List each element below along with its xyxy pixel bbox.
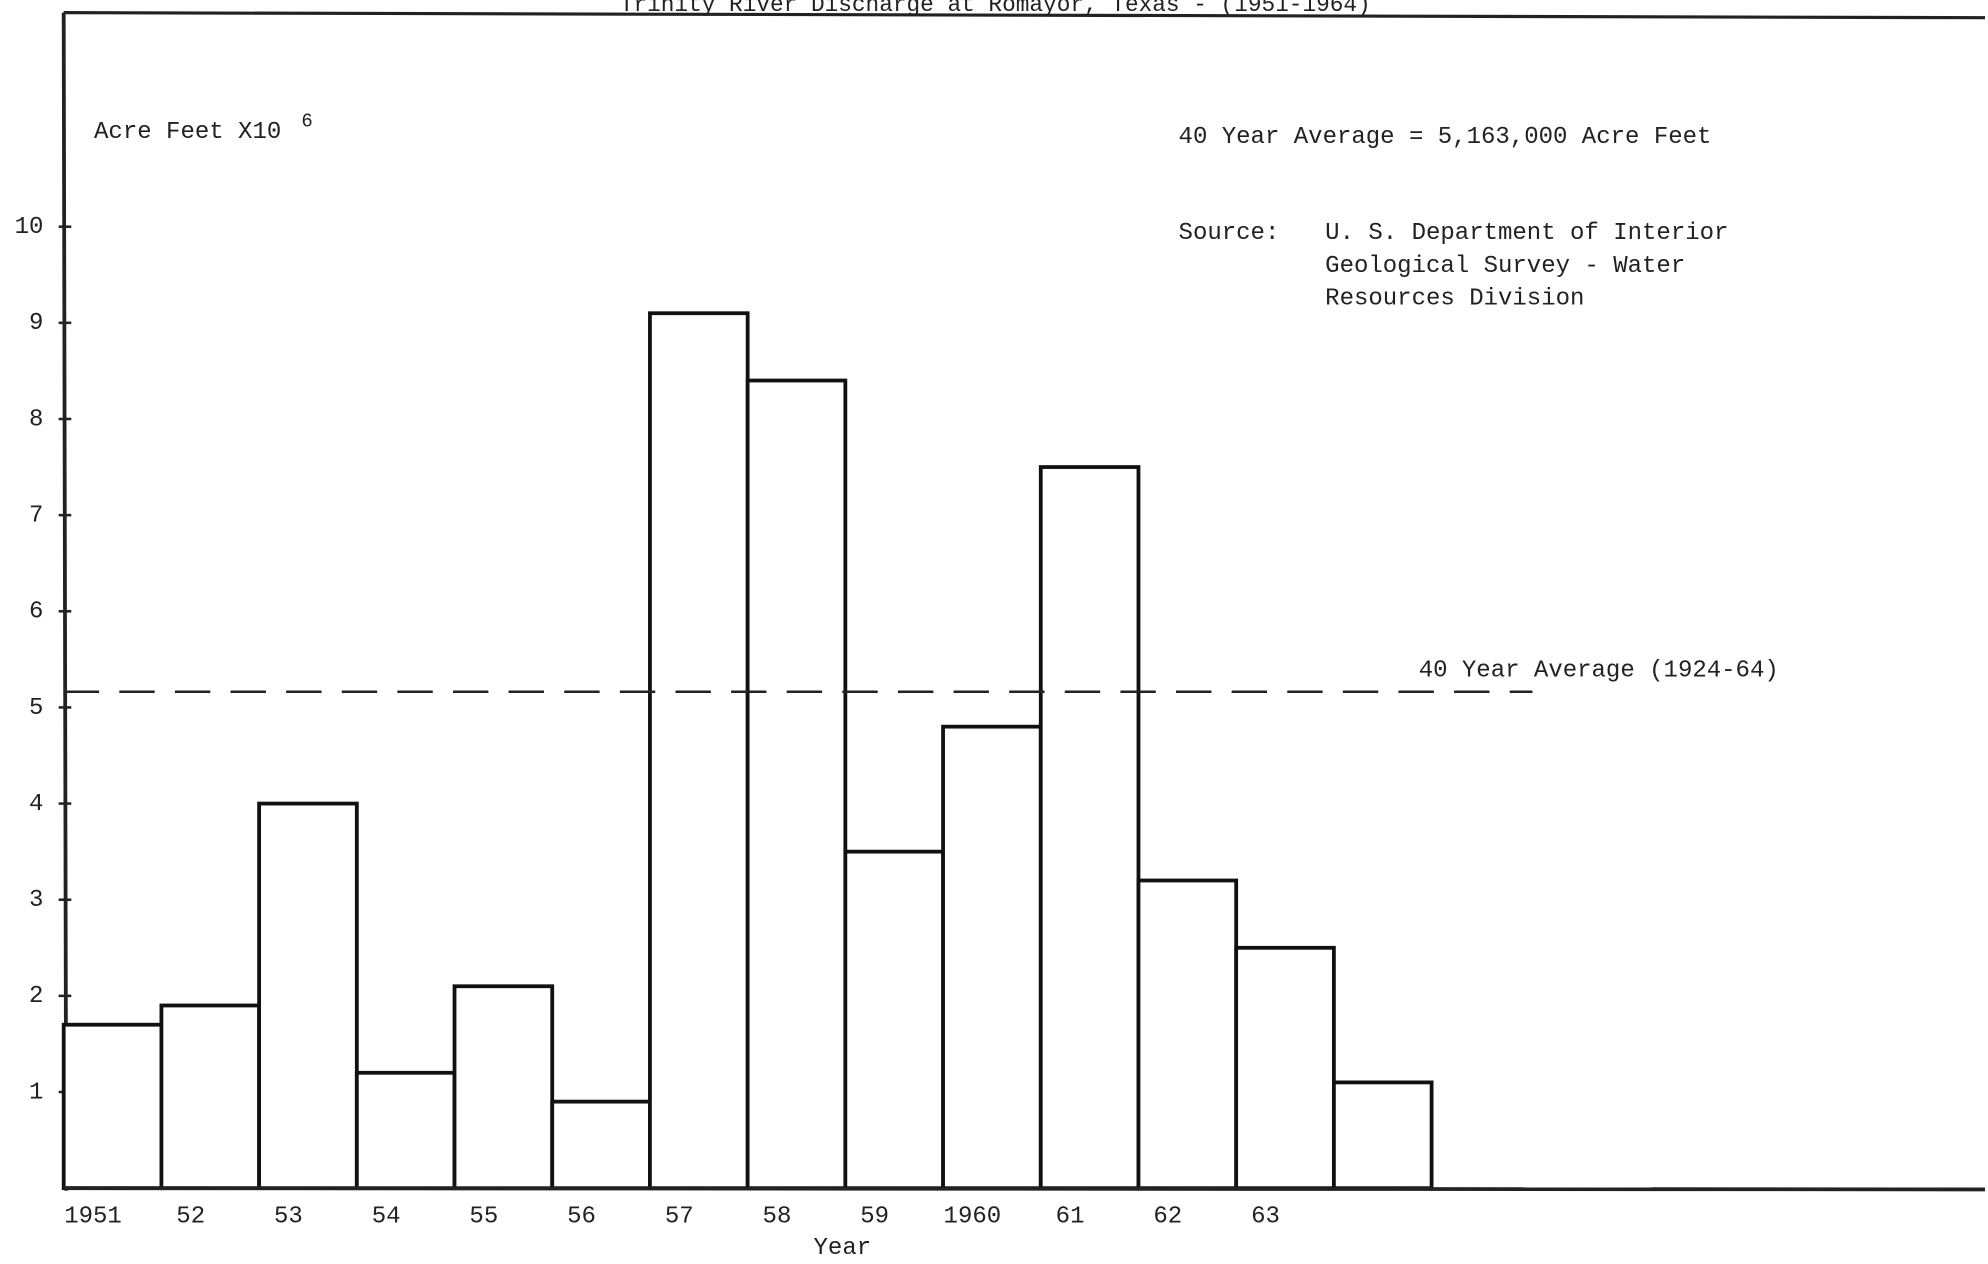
bar	[550, 1099, 652, 1191]
x-tick-label: 56	[567, 1203, 596, 1230]
x-tick-label: 54	[372, 1203, 401, 1230]
source-line: U. S. Department of Interior	[1325, 220, 1728, 247]
y-axis-label-exponent: 6	[301, 110, 312, 132]
bar	[1038, 465, 1141, 1191]
x-tick-label: 62	[1153, 1203, 1182, 1230]
y-tick-label: 2	[29, 983, 43, 1010]
x-tick-label: 61	[1056, 1203, 1085, 1230]
bar	[61, 1022, 164, 1191]
x-tick-label: 59	[860, 1203, 889, 1230]
y-tick-label: 5	[29, 695, 43, 722]
y-axis-label: Acre Feet X10	[94, 119, 281, 146]
x-axis	[63, 1186, 1985, 1192]
bar	[648, 311, 750, 1191]
y-tick-label: 6	[29, 599, 43, 626]
y-tick-label: 8	[29, 406, 43, 433]
x-tick-label: 57	[665, 1203, 694, 1230]
bar	[257, 801, 359, 1191]
bar	[452, 984, 555, 1191]
x-tick-label: 63	[1251, 1203, 1280, 1230]
bar	[1331, 1080, 1434, 1191]
bar	[1234, 945, 1336, 1191]
x-tick-label: 1960	[944, 1203, 1002, 1230]
y-tick-label: 10	[15, 214, 44, 241]
y-tick-label: 9	[29, 310, 43, 337]
source-line: Geological Survey - Water	[1325, 253, 1685, 280]
bar	[354, 1070, 457, 1191]
x-tick-label: 52	[176, 1203, 205, 1230]
x-tick-label: 1951	[64, 1203, 122, 1230]
source-label: Source:	[1179, 220, 1280, 247]
y-tick-label: 1	[29, 1079, 43, 1106]
bar	[159, 1003, 262, 1191]
y-axis	[61, 12, 69, 1191]
x-axis-label: Year	[814, 1235, 872, 1262]
bar	[941, 724, 1043, 1191]
y-tick-label: 4	[29, 791, 43, 818]
x-tick-label: 55	[469, 1203, 498, 1230]
annotation: 40 Year Average = 5,163,000 Acre Feet	[1179, 124, 1712, 151]
bar	[745, 378, 848, 1191]
x-tick-label: 58	[763, 1203, 792, 1230]
average-label: 40 Year Average (1924-64)	[1419, 658, 1779, 685]
y-tick-label: 3	[29, 887, 43, 914]
source-line: Resources Division	[1325, 286, 1584, 313]
y-tick-label: 7	[29, 502, 43, 529]
plot-border	[63, 11, 1985, 20]
bar	[843, 849, 945, 1191]
bar	[1136, 878, 1239, 1191]
x-tick-label: 53	[274, 1203, 303, 1230]
